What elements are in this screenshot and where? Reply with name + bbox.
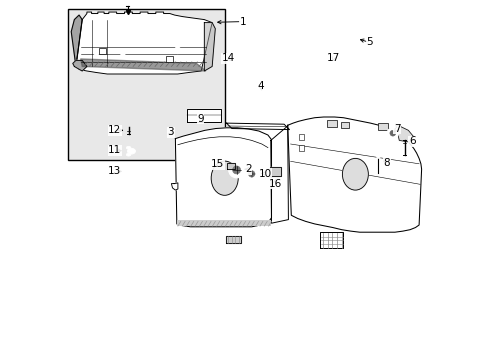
Polygon shape — [73, 60, 87, 71]
Polygon shape — [76, 12, 212, 74]
Text: 12: 12 — [108, 125, 122, 135]
Text: 1: 1 — [239, 17, 245, 27]
Ellipse shape — [126, 167, 131, 170]
Polygon shape — [226, 123, 289, 130]
Polygon shape — [226, 236, 241, 243]
FancyBboxPatch shape — [166, 56, 173, 62]
Circle shape — [389, 130, 395, 136]
Polygon shape — [71, 15, 82, 67]
Text: 4: 4 — [257, 81, 264, 91]
Polygon shape — [320, 232, 343, 248]
Ellipse shape — [126, 146, 131, 149]
Polygon shape — [270, 167, 280, 176]
Polygon shape — [395, 124, 413, 142]
FancyBboxPatch shape — [326, 120, 337, 127]
Circle shape — [232, 166, 240, 174]
Circle shape — [376, 155, 380, 158]
Polygon shape — [186, 109, 221, 122]
Ellipse shape — [342, 158, 367, 190]
Circle shape — [386, 127, 398, 139]
FancyBboxPatch shape — [99, 49, 106, 54]
Polygon shape — [81, 59, 205, 71]
Polygon shape — [227, 163, 235, 169]
Text: 14: 14 — [221, 53, 234, 63]
Ellipse shape — [126, 153, 131, 156]
Polygon shape — [175, 128, 271, 227]
Circle shape — [94, 37, 98, 41]
FancyBboxPatch shape — [340, 122, 348, 128]
FancyBboxPatch shape — [377, 123, 387, 130]
Polygon shape — [204, 23, 215, 71]
Text: 6: 6 — [408, 136, 415, 146]
Text: 13: 13 — [108, 166, 122, 176]
Circle shape — [121, 52, 125, 57]
Text: 7: 7 — [393, 123, 400, 134]
Circle shape — [175, 55, 180, 59]
Circle shape — [244, 167, 258, 180]
Circle shape — [228, 162, 244, 178]
Circle shape — [175, 45, 180, 49]
Text: 3: 3 — [167, 127, 174, 138]
FancyBboxPatch shape — [298, 145, 304, 151]
FancyBboxPatch shape — [177, 220, 271, 226]
Text: 2: 2 — [244, 164, 251, 174]
Circle shape — [248, 171, 254, 177]
Text: 11: 11 — [108, 145, 122, 156]
Text: 15: 15 — [210, 159, 224, 169]
Ellipse shape — [127, 148, 135, 154]
Ellipse shape — [211, 161, 238, 195]
Text: 16: 16 — [268, 179, 281, 189]
Circle shape — [121, 37, 125, 41]
Text: 17: 17 — [326, 53, 340, 63]
Polygon shape — [287, 117, 421, 232]
FancyBboxPatch shape — [298, 134, 304, 140]
Text: 10: 10 — [258, 168, 271, 179]
FancyBboxPatch shape — [68, 9, 224, 160]
Polygon shape — [171, 183, 178, 190]
Circle shape — [94, 52, 98, 57]
Text: 8: 8 — [383, 158, 389, 168]
Text: 5: 5 — [366, 37, 372, 48]
Polygon shape — [270, 126, 288, 223]
Ellipse shape — [126, 174, 131, 177]
Ellipse shape — [127, 169, 137, 175]
Text: 9: 9 — [197, 114, 203, 124]
